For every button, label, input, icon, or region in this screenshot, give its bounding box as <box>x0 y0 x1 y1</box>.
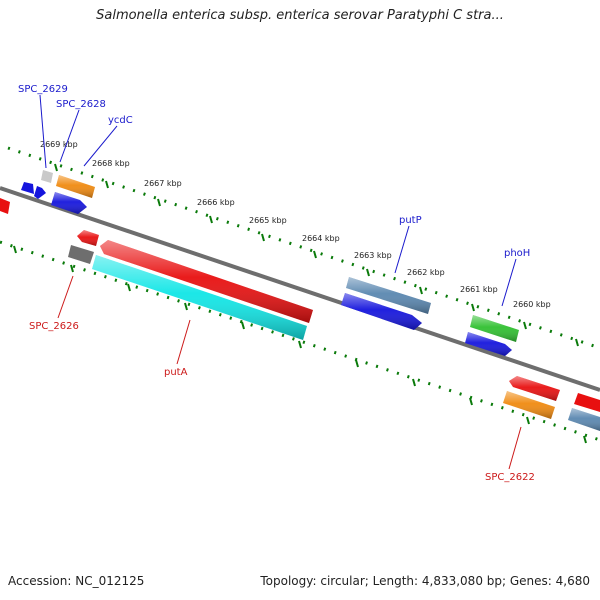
gene-feature-green-gloss <box>470 315 519 342</box>
scale-label: 2664 kbp <box>302 234 340 243</box>
major-tick <box>105 180 109 189</box>
major-tick <box>526 416 530 425</box>
gene-label-ycdC[interactable]: ycdC <box>108 115 133 126</box>
gene-feature-red[interactable] <box>574 393 600 412</box>
forward-genes <box>0 170 519 356</box>
gene-feature-red-gloss <box>77 230 99 246</box>
gene-feature-cyan-gloss <box>92 255 307 340</box>
scale-labels: 2669 kbp 2668 kbp 2667 kbp 2666 kbp 2665… <box>40 140 551 309</box>
reverse-genes <box>68 230 600 431</box>
scale-label: 2661 kbp <box>460 285 498 294</box>
gene-feature-blue-gloss <box>51 192 87 214</box>
reverse-gene-labels: SPC_2626 putA SPC_2622 <box>29 321 535 483</box>
major-tick <box>523 321 527 330</box>
major-tick <box>366 268 370 277</box>
gene-label-phoH[interactable]: phoH <box>504 248 530 259</box>
gene-label-SPC_2628[interactable]: SPC_2628 <box>56 99 106 110</box>
major-tick <box>157 198 161 207</box>
genome-backbone <box>0 186 600 392</box>
gene-label-SPC_2622[interactable]: SPC_2622 <box>485 472 535 483</box>
scale-label: 2662 kbp <box>407 268 445 277</box>
connector-line <box>176 319 191 365</box>
gene-feature-red-gloss <box>100 240 313 323</box>
scale-label: 2665 kbp <box>249 216 287 225</box>
gene-feature-gray[interactable] <box>68 245 94 264</box>
gene-feature-steel-gloss <box>568 408 600 431</box>
major-tick <box>355 359 359 368</box>
gene-feature-steel-gloss <box>346 277 431 314</box>
gene-label-SPC_2629[interactable]: SPC_2629 <box>18 84 68 95</box>
gene-feature-blue-gloss <box>465 332 512 356</box>
gene-feature-orange-gloss <box>503 391 555 419</box>
accession-label: Accession: NC_012125 <box>8 574 145 588</box>
major-tick <box>298 340 302 349</box>
connector-line <box>83 125 118 167</box>
map-title: Salmonella enterica subsp. enterica sero… <box>96 8 504 23</box>
major-tick <box>184 302 188 311</box>
gene-feature-red-edge[interactable] <box>0 198 10 214</box>
forward-gene-labels: SPC_2629 SPC_2628 ycdC putP phoH <box>18 84 530 259</box>
scale-label: 2660 kbp <box>513 300 551 309</box>
scale-label: 2666 kbp <box>197 198 235 207</box>
gene-feature-blue-gloss <box>341 293 422 330</box>
gene-feature-blue[interactable] <box>21 182 34 194</box>
connector-line <box>57 275 74 319</box>
major-tick <box>412 378 416 387</box>
gene-feature-blue[interactable] <box>34 186 46 199</box>
inner-major-ticks <box>13 245 587 444</box>
major-tick <box>313 250 317 259</box>
label-connectors <box>39 94 522 470</box>
scale-label: 2663 kbp <box>354 251 392 260</box>
major-tick <box>209 215 213 224</box>
major-tick <box>575 338 579 347</box>
gene-label-SPC_2626[interactable]: SPC_2626 <box>29 321 79 332</box>
connector-line <box>394 225 410 274</box>
gene-label-putP[interactable]: putP <box>399 215 422 226</box>
scale-label: 2668 kbp <box>92 159 130 168</box>
connector-line <box>501 258 517 307</box>
connector-line <box>508 426 522 470</box>
major-tick <box>241 321 245 330</box>
major-tick <box>127 283 131 292</box>
outer-major-ticks <box>54 163 579 347</box>
major-tick <box>469 397 473 406</box>
scale-label: 2669 kbp <box>40 140 78 149</box>
major-tick <box>70 264 74 273</box>
gene-feature-lightgray[interactable] <box>41 170 53 183</box>
gene-label-putA[interactable]: putA <box>164 367 188 378</box>
genome-summary: Topology: circular; Length: 4,833,080 bp… <box>260 574 590 588</box>
major-tick <box>419 286 423 295</box>
gene-feature-orange-gloss <box>56 175 95 198</box>
major-tick <box>54 163 58 172</box>
major-tick <box>583 435 587 444</box>
connector-line <box>39 94 47 169</box>
gene-feature-red-gloss <box>509 376 560 401</box>
connector-line <box>59 109 80 163</box>
major-tick <box>471 303 475 312</box>
scale-label: 2667 kbp <box>144 179 182 188</box>
major-tick <box>261 233 265 242</box>
major-tick <box>13 245 17 254</box>
